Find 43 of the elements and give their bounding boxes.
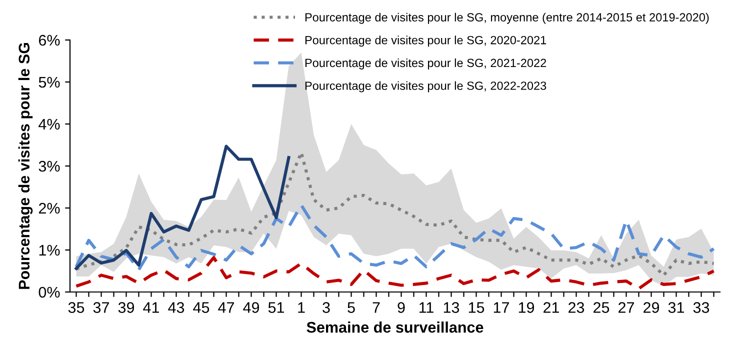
x-tick-label: 43	[168, 302, 184, 313]
y-tick-label: 1%	[39, 244, 60, 256]
y-axis-title: Pourcentage de visites pour le SG	[18, 42, 33, 289]
x-axis-title: Semaine de surveillance	[306, 322, 484, 333]
line-series	[74, 256, 716, 290]
y-tick-label: 2%	[38, 202, 60, 214]
x-tick-label: 45	[193, 302, 210, 313]
legend-label: Pourcentage de visites pour le SG, 2020-2021	[305, 36, 546, 47]
x-tick-label: 11	[419, 302, 434, 313]
legend-label: Pourcentage de visites pour le SG, 2021-2022	[305, 58, 546, 70]
y-tick-label: 4%	[38, 118, 60, 130]
x-tick-label: 35	[68, 302, 84, 313]
x-tick-label: 19	[518, 302, 534, 313]
x-tick-label: 31	[668, 302, 684, 313]
x-tick-label: 17	[494, 302, 509, 313]
x-tick-label: 5	[348, 302, 355, 313]
legend-label: Pourcentage de visites pour le SG, 2022-2023	[305, 81, 546, 92]
x-tick-label: 39	[118, 302, 134, 313]
x-tick-label: 23	[568, 302, 584, 313]
line-series	[74, 151, 716, 277]
x-tick-label: 15	[468, 302, 484, 313]
line-series	[74, 144, 290, 270]
x-tick-label: 25	[594, 302, 610, 313]
y-tick-label: 0%	[38, 286, 60, 298]
x-tick-label: 27	[618, 302, 634, 313]
x-tick-label: 29	[644, 302, 660, 313]
x-tick-label: 47	[218, 302, 234, 313]
x-tick-label: 51	[268, 302, 284, 313]
y-tick-label: 5%	[38, 76, 60, 88]
x-tick-label: 49	[243, 302, 260, 313]
x-tick-label: 9	[398, 302, 405, 313]
y-tick-label: 6%	[38, 34, 60, 46]
x-tick-label: 7	[372, 302, 380, 313]
x-tick-label: 13	[444, 302, 460, 313]
x-tick-label: 33	[693, 302, 710, 313]
y-tick-label: 3%	[38, 160, 60, 172]
x-tick-label: 37	[93, 302, 109, 313]
legend-label: Pourcentage de visites pour le SG, moyenne (entre 2014-2015 et 2019-2020)	[305, 12, 709, 24]
line-series	[74, 204, 716, 272]
x-tick-label: 3	[322, 302, 330, 313]
x-tick-label: 21	[544, 302, 559, 313]
x-tick-label: 41	[143, 302, 159, 313]
x-tick-label: 1	[298, 302, 305, 313]
